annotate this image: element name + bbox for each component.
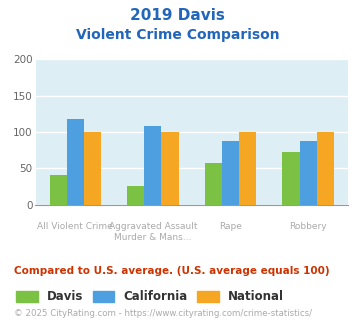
Text: Robbery: Robbery (289, 222, 327, 231)
Bar (222, 142, 239, 205)
Bar (67, 119, 84, 205)
Bar (144, 126, 162, 205)
Bar (205, 163, 222, 205)
Legend: Davis, California, National: Davis, California, National (16, 290, 284, 303)
Bar (283, 152, 300, 205)
Text: 2019 Davis: 2019 Davis (130, 8, 225, 23)
Bar (84, 132, 101, 205)
Bar (317, 132, 334, 205)
Bar (127, 186, 144, 205)
Text: Violent Crime Comparison: Violent Crime Comparison (76, 28, 279, 42)
Bar (300, 142, 317, 205)
Text: Aggravated Assault
Murder & Mans...: Aggravated Assault Murder & Mans... (109, 222, 197, 242)
Bar (50, 175, 67, 205)
Bar (239, 132, 256, 205)
Text: All Violent Crime: All Violent Crime (37, 222, 113, 231)
Text: Compared to U.S. average. (U.S. average equals 100): Compared to U.S. average. (U.S. average … (14, 266, 330, 276)
Text: © 2025 CityRating.com - https://www.cityrating.com/crime-statistics/: © 2025 CityRating.com - https://www.city… (14, 309, 312, 317)
Bar (162, 132, 179, 205)
Text: Rape: Rape (219, 222, 242, 231)
